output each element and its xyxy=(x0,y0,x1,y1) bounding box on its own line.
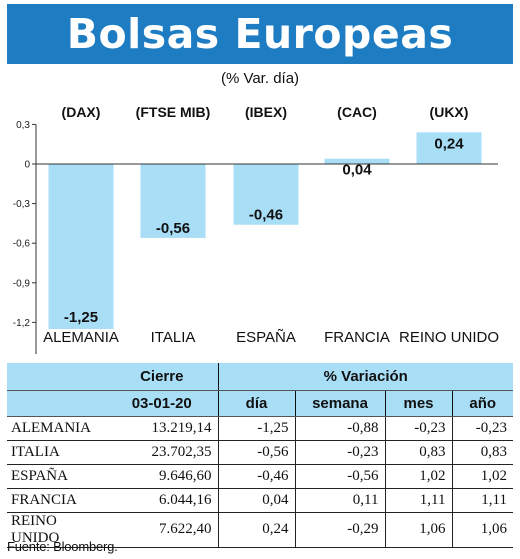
header-date: 03-01-20 xyxy=(106,390,218,417)
cell-mes: -0,23 xyxy=(384,416,452,441)
chart-subtitle: (% Var. día) xyxy=(220,70,300,87)
bar xyxy=(324,158,390,164)
cell-country: ALEMANIA xyxy=(7,416,106,441)
cell-semana: -0,29 xyxy=(294,512,385,548)
cell-anio: 1,02 xyxy=(451,464,513,489)
cell-dia: -1,25 xyxy=(217,416,295,441)
cell-country: FRANCIA xyxy=(7,488,106,513)
cell-cierre: 9.646,60 xyxy=(106,464,218,489)
cell-dia: 0,04 xyxy=(217,488,295,513)
bar xyxy=(233,164,299,225)
category-label: ALEMANIA xyxy=(43,329,119,346)
cell-country: ITALIA xyxy=(7,440,106,465)
cell-dia: -0,46 xyxy=(217,464,295,489)
table-row: REINO UNIDO 7.622,40 0,24 -0,29 1,06 1,06 xyxy=(7,512,513,548)
category-label: ESPAÑA xyxy=(236,329,296,346)
category-label: ITALIA xyxy=(151,329,196,346)
index-label: (UKX) xyxy=(430,104,469,120)
cell-country: REINO UNIDO xyxy=(7,512,106,548)
data-label: 0,04 xyxy=(342,162,372,179)
cell-anio: 0,83 xyxy=(451,440,513,465)
table-row: FRANCIA 6.044,16 0,04 0,11 1,11 1,11 xyxy=(7,488,513,513)
y-tick-label: -0,9 xyxy=(13,278,31,289)
data-label: -1,25 xyxy=(64,309,98,326)
y-tick-label: -0,6 xyxy=(13,239,31,250)
index-label: (IBEX) xyxy=(245,104,287,120)
index-label: (FTSE MIB) xyxy=(136,104,211,120)
cell-dia: 0,24 xyxy=(217,512,295,548)
chart-title: Bolsas Europeas xyxy=(7,4,513,64)
y-tick-label: -0,3 xyxy=(13,199,31,210)
y-tick-label: 0 xyxy=(24,160,30,171)
cell-anio: 1,11 xyxy=(451,488,513,513)
table-row: ALEMANIA 13.219,14 -1,25 -0,88 -0,23 -0,23 xyxy=(7,416,513,441)
bar xyxy=(416,132,482,164)
y-tick-label: 0,3 xyxy=(16,120,30,131)
bar xyxy=(140,164,206,238)
cell-cierre: 7.622,40 xyxy=(106,512,218,548)
cell-anio: 1,06 xyxy=(451,512,513,548)
header-semana: semana xyxy=(294,390,385,417)
category-label: REINO UNIDO xyxy=(399,329,499,346)
cell-cierre: 13.219,14 xyxy=(106,416,218,441)
markets-table: Cierre % Variación 03-01-20 día semana m… xyxy=(7,363,513,548)
cell-dia: -0,56 xyxy=(217,440,295,465)
header-cierre: Cierre xyxy=(106,363,218,391)
cell-anio: -0,23 xyxy=(451,416,513,441)
data-label: 0,24 xyxy=(434,135,464,152)
cell-semana: -0,88 xyxy=(294,416,385,441)
header-empty xyxy=(7,363,106,391)
index-label: (DAX) xyxy=(62,104,101,120)
cell-mes: 1,11 xyxy=(384,488,452,513)
data-label: -0,56 xyxy=(156,220,190,237)
header-mes: mes xyxy=(384,390,452,417)
header-anio: año xyxy=(451,390,513,417)
cell-country: ESPAÑA xyxy=(7,464,106,489)
cell-mes: 1,06 xyxy=(384,512,452,548)
header-variacion: % Variación xyxy=(217,363,513,391)
cell-semana: -0,23 xyxy=(294,440,385,465)
cell-mes: 0,83 xyxy=(384,440,452,465)
category-label: FRANCIA xyxy=(324,329,390,346)
bar xyxy=(48,164,114,329)
header-dia: día xyxy=(217,390,295,417)
cell-mes: 1,02 xyxy=(384,464,452,489)
y-tick-label: -1,2 xyxy=(13,318,31,329)
cell-cierre: 23.702,35 xyxy=(106,440,218,465)
table-row: ESPAÑA 9.646,60 -0,46 -0,56 1,02 1,02 xyxy=(7,464,513,489)
bar-chart: 0,30-0,3-0,6-0,9-1,2-1,5-1,25-0,56-0,460… xyxy=(13,104,499,354)
source-note: Fuente: Bloomberg. xyxy=(7,539,118,554)
table-row: ITALIA 23.702,35 -0,56 -0,23 0,83 0,83 xyxy=(7,440,513,465)
index-label: (CAC) xyxy=(337,104,377,120)
cell-cierre: 6.044,16 xyxy=(106,488,218,513)
header-empty-2 xyxy=(7,390,106,417)
data-label: -0,46 xyxy=(249,207,283,224)
cell-semana: -0,56 xyxy=(294,464,385,489)
cell-semana: 0,11 xyxy=(294,488,385,513)
